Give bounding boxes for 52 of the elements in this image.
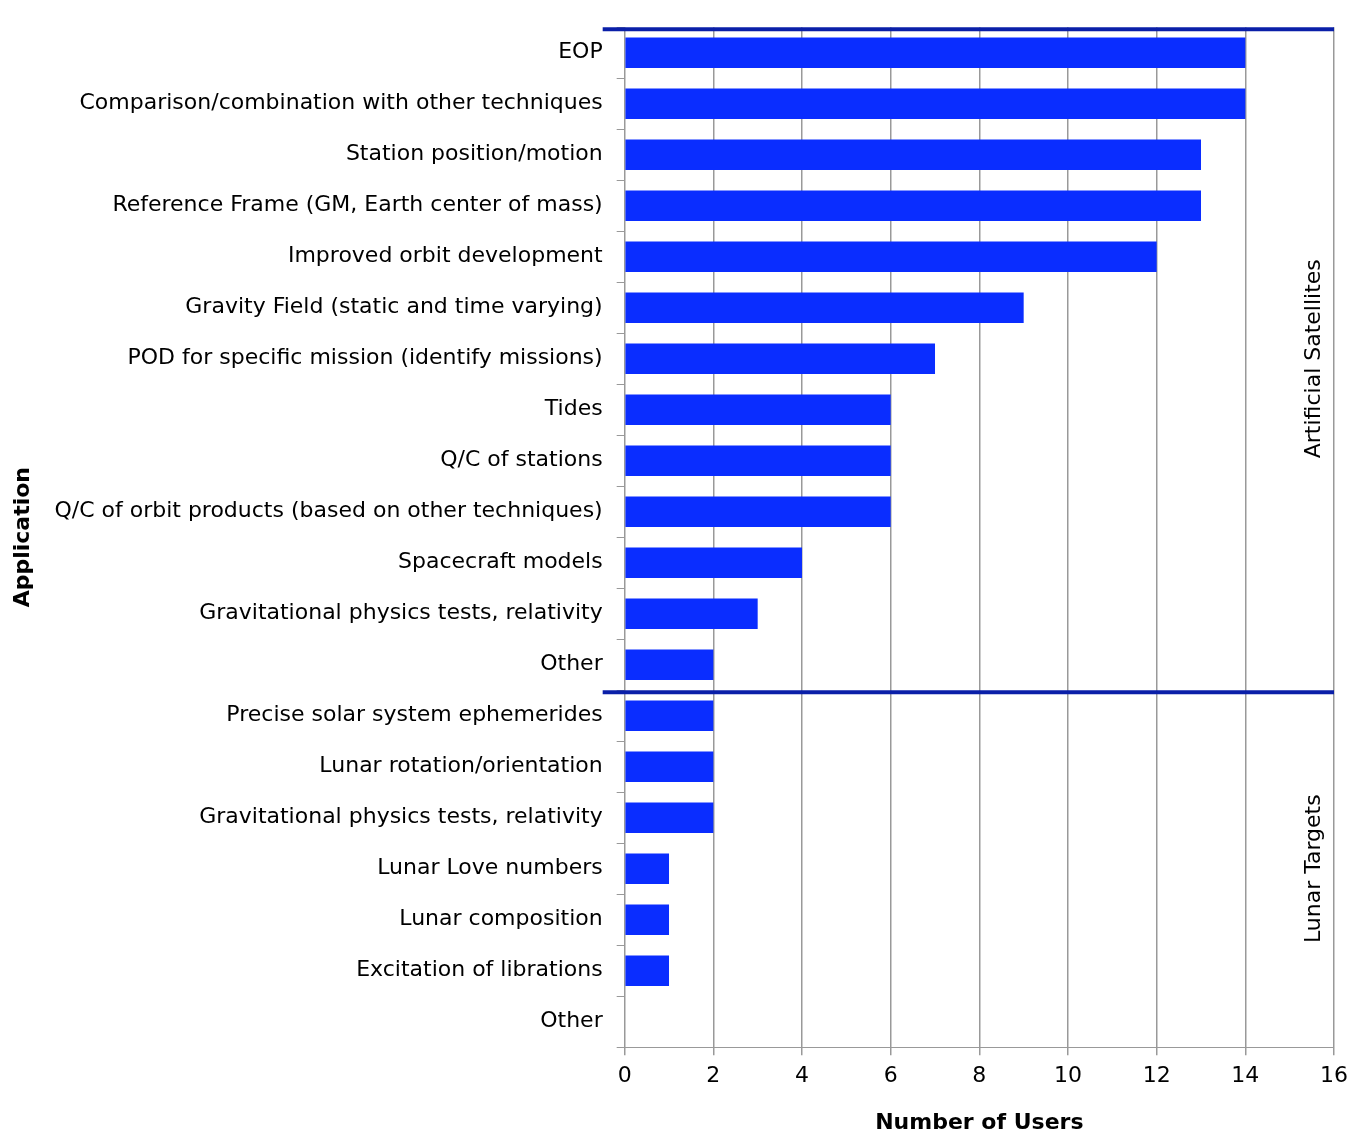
x-tick-label: 6 <box>883 1062 898 1088</box>
y-tick-label: Station position/motion <box>345 140 603 166</box>
y-tick-label: EOP <box>558 38 603 64</box>
x-tick-label: 8 <box>972 1062 987 1088</box>
bar <box>625 700 714 731</box>
y-tick-label: Comparison/combination with other techniques <box>79 89 603 115</box>
bar <box>625 445 891 476</box>
bar <box>625 190 1202 221</box>
y-tick-label: Other <box>540 650 604 676</box>
x-tick-label: 4 <box>795 1062 810 1088</box>
y-tick-label: Lunar Love numbers <box>377 854 603 880</box>
y-tick-label: Tides <box>543 395 603 421</box>
bar <box>625 139 1202 170</box>
bar <box>625 547 803 578</box>
bar <box>625 598 758 629</box>
y-tick-label: Gravity Field (static and time varying) <box>185 293 603 319</box>
bar <box>625 88 1246 119</box>
bar <box>625 292 1024 323</box>
x-tick-label: 12 <box>1142 1062 1171 1088</box>
x-axis-title: Number of Users <box>875 1108 1084 1134</box>
bar <box>625 751 714 782</box>
bar <box>625 241 1157 272</box>
x-tick-label: 10 <box>1054 1062 1083 1088</box>
bar <box>625 496 891 527</box>
y-tick-label: Improved orbit development <box>287 242 604 268</box>
x-tick-label: 2 <box>706 1062 721 1088</box>
bar <box>625 955 670 986</box>
y-tick-label: Other <box>540 1007 604 1033</box>
bar <box>625 904 670 935</box>
annotation: Artificial Satellites <box>1299 259 1325 459</box>
x-tick-label: 14 <box>1231 1062 1260 1088</box>
bar <box>625 802 714 833</box>
annotation: Lunar Targets <box>1299 794 1325 944</box>
bar <box>625 853 670 884</box>
y-tick-label: Lunar rotation/orientation <box>319 752 603 778</box>
y-tick-label: Q/C of stations <box>440 446 603 472</box>
y-tick-label: Spacecraft models <box>398 548 603 574</box>
bar <box>625 394 891 425</box>
y-tick-label: Excitation of librations <box>356 956 603 982</box>
bar <box>625 649 714 680</box>
y-tick-label: Q/C of orbit products (based on other techniques) <box>54 497 603 523</box>
y-axis-title: Application <box>8 467 34 608</box>
y-tick-label: POD for specific mission (identify missions) <box>127 344 603 370</box>
y-tick-label: Lunar composition <box>399 905 603 931</box>
x-tick-label: 16 <box>1320 1062 1348 1088</box>
x-tick-label: 0 <box>617 1062 632 1088</box>
y-tick-label: Reference Frame (GM, Earth center of mass) <box>112 191 603 217</box>
y-tick-label: Gravitational physics tests, relativity <box>199 599 603 625</box>
bar <box>625 343 936 374</box>
y-tick-label: Precise solar system ephemerides <box>226 701 603 727</box>
y-tick-label: Gravitational physics tests, relativity <box>199 803 603 829</box>
bar <box>625 37 1246 68</box>
